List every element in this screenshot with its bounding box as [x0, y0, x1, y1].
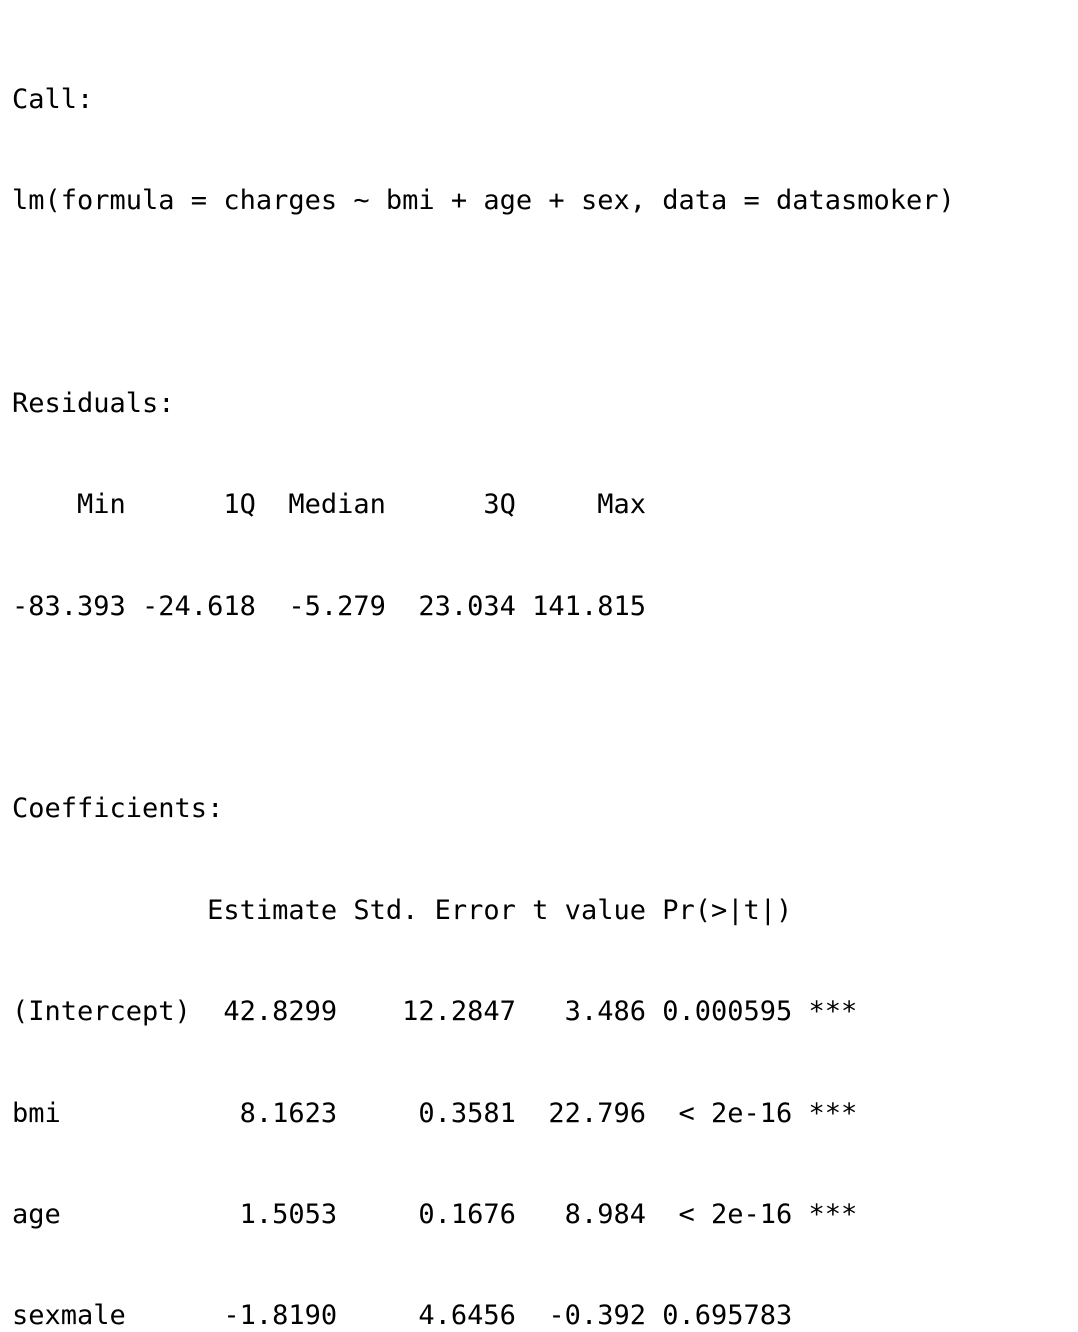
residuals-heading: Residuals: — [12, 387, 175, 419]
coefficients-header-row: Estimate Std. Error t value Pr(>|t|) — [12, 894, 858, 926]
call-heading: Call: — [12, 83, 94, 115]
coefficient-row-sexmale: sexmale -1.8190 4.6456 -0.392 0.695783 — [12, 1300, 858, 1332]
coefficient-row-bmi: bmi 8.1623 0.3581 22.796 < 2e-16 *** — [12, 1097, 858, 1129]
r-console-output: Call: lm(formula = charges ~ bmi + age +… — [12, 15, 1020, 1332]
residuals-header-row: Min 1Q Median 3Q Max — [12, 489, 663, 521]
blank-line — [12, 285, 1020, 319]
coefficient-row-intercept: (Intercept) 42.8299 12.2847 3.486 0.0005… — [12, 996, 858, 1028]
coefficients-heading: Coefficients: — [12, 793, 224, 825]
call-formula: lm(formula = charges ~ bmi + age + sex, … — [12, 184, 955, 216]
residuals-values-row: -83.393 -24.618 -5.279 23.034 141.815 — [12, 590, 663, 622]
coefficient-row-age: age 1.5053 0.1676 8.984 < 2e-16 *** — [12, 1198, 858, 1230]
blank-line — [12, 691, 1020, 725]
